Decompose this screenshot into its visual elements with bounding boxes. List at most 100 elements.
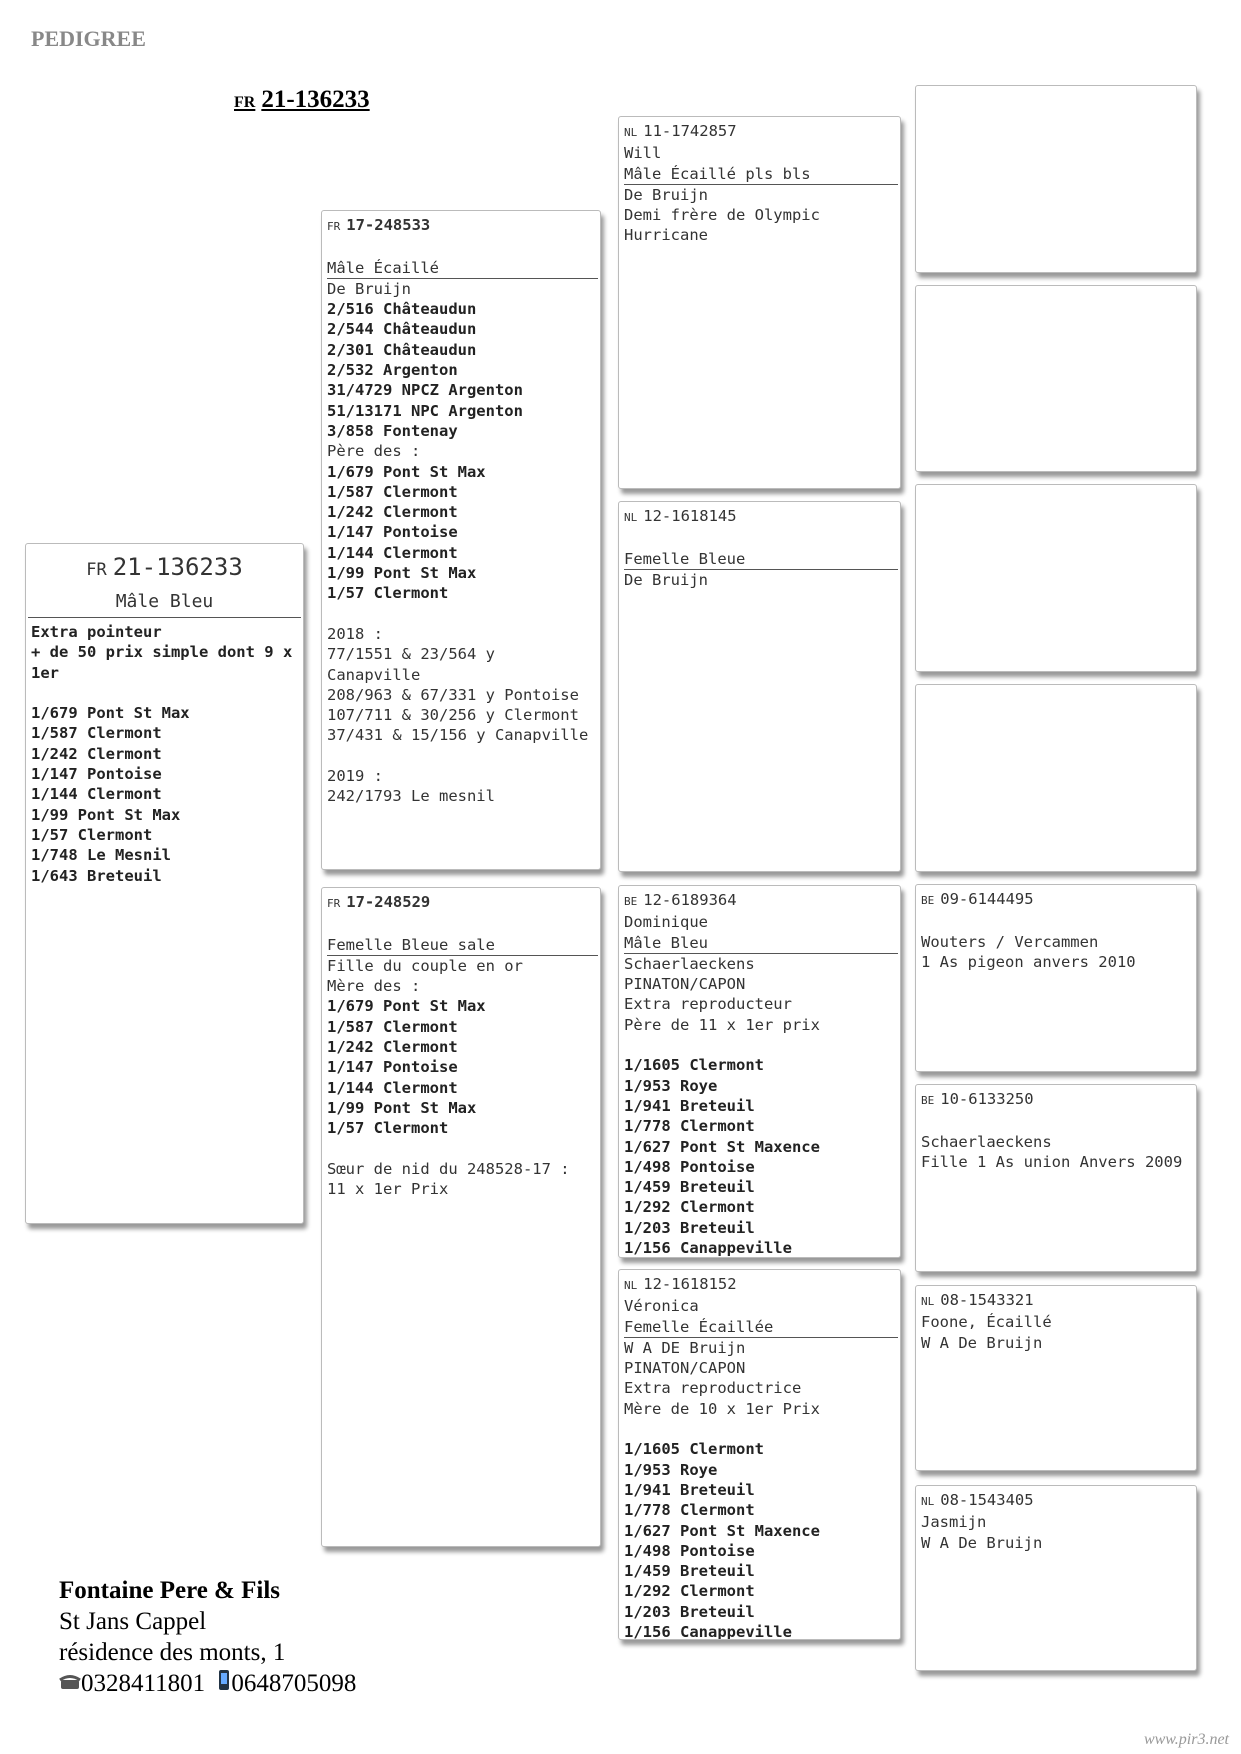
ring-number: 11-1742857	[643, 122, 737, 140]
sire-card: FR 17-248533 Mâle Écaillé De Bruijn 2/516 Ch…	[321, 210, 601, 870]
ring-number: 12-1618145	[643, 507, 737, 525]
result-line: 1/292 Clermont	[624, 1582, 755, 1601]
paragraph: W A De Bruijn	[921, 1333, 1191, 1353]
ring-line: NL 12-1618145	[624, 506, 895, 528]
result-line: 1/99 Pont St Max	[327, 564, 477, 583]
ring-prefix: BE	[921, 894, 935, 907]
text-line: De Bruijn	[624, 570, 708, 589]
result-line: 1/627 Pont St Maxence	[624, 1521, 820, 1540]
ring-number: 10-6133250	[940, 1090, 1034, 1108]
great-grandparent-card: NL 08-1543405 Jasmijn W A De Bruijn	[915, 1485, 1197, 1671]
text-line: Sœur de nid du 248528-17 : 11 x 1er Prix	[327, 1159, 570, 1199]
paragraph: 2019 :242/1793 Le mesnil	[327, 766, 595, 807]
ring-number: 08-1543405	[940, 1491, 1034, 1509]
result-line: Extra pointeur	[31, 623, 162, 641]
paragraph: De Bruijn	[624, 570, 895, 590]
text-line: PINATON/CAPON	[624, 975, 746, 994]
result-line: 1/498 Pontoise	[624, 1157, 755, 1176]
ring-prefix: NL	[921, 1295, 935, 1308]
ring-line: NL 08-1543321	[921, 1290, 1191, 1312]
result-line: 1/498 Pontoise	[624, 1541, 755, 1560]
text-line: Wouters / Vercammen	[921, 932, 1099, 951]
pigeon-name: Jasmijn	[921, 1513, 987, 1532]
result-line: + de 50 prix simple dont 9 x 1er	[31, 643, 293, 682]
text-line: Extra reproducteur	[624, 995, 792, 1014]
result-line: 1/587 Clermont	[31, 724, 162, 743]
result-line: 1/57 Clermont	[327, 1119, 449, 1138]
text-line: 107/711 & 30/256 y Clermont	[327, 706, 579, 725]
result-line: 1/144 Clermont	[327, 1078, 458, 1097]
result-line: 1/459 Breteuil	[624, 1562, 755, 1581]
subject-card: FR 21-136233 Mâle Bleu Extra pointeur + de 5…	[25, 543, 304, 1224]
grandparent-card: NL 11-1742857 Will Mâle Écaillé pls bls De B…	[618, 116, 901, 489]
result-line: 1/203 Breteuil	[624, 1602, 755, 1621]
ring-prefix: NL	[624, 511, 638, 524]
description: Mâle Écaillé	[327, 258, 598, 279]
ring-prefix: NL	[624, 126, 638, 139]
result-line: 1/748 Le Mesnil	[31, 846, 171, 865]
ring-line: NL 08-1543405	[921, 1490, 1191, 1512]
text-line: W A De Bruijn	[921, 1333, 1043, 1352]
paragraph: 1/1605 Clermont 1/953 Roye 1/941 Breteuil 1…	[624, 1439, 895, 1639]
ring-line: FR 21-136233	[31, 550, 298, 587]
text-line: Schaerlaeckens	[624, 954, 755, 973]
description: Femelle Écaillée	[624, 1317, 898, 1338]
result-line: 1/587 Clermont	[327, 1017, 458, 1036]
result-line: 1/144 Clermont	[31, 785, 162, 804]
result-line: 1/57 Clermont	[31, 825, 153, 844]
result-line: 1/242 Clermont	[327, 1038, 458, 1057]
text-line: W A DE Bruijn	[624, 1338, 746, 1357]
result-line: 1/292 Clermont	[624, 1198, 755, 1217]
result-line: 1/144 Clermont	[327, 543, 458, 562]
ring-line: BE 10-6133250	[921, 1089, 1191, 1111]
text-line: 1 As pigeon anvers 2010	[921, 952, 1136, 971]
ring-number: 21-136233	[112, 553, 243, 581]
ring-prefix: NL	[624, 1279, 638, 1292]
pigeon-name: Foone, Écaillé	[921, 1313, 1052, 1332]
result-line: 2/516 Châteaudun	[327, 300, 477, 319]
text-line: Mère de 10 x 1er Prix	[624, 1399, 820, 1418]
result-line: 1/627 Pont St Maxence	[624, 1137, 820, 1156]
result-line: 3/858 Fontenay	[327, 421, 458, 440]
text-line: 77/1551 & 23/564 y Canapville	[327, 645, 495, 684]
great-grandparent-card: NL 08-1543321 Foone, Écaillé W A De Bruijn	[915, 1285, 1197, 1471]
result-line: 1/941 Breteuil	[624, 1096, 755, 1115]
breeder-info: Fontaine Pere & Fils St Jans Cappel rési…	[59, 1575, 356, 1699]
result-line: 1/1605 Clermont	[624, 1440, 764, 1459]
text-line: 208/963 & 67/331 y Pontoise	[327, 685, 579, 704]
description: Femelle Bleue sale	[327, 935, 598, 956]
blank-line	[921, 1111, 1191, 1131]
text-line: Père de 11 x 1er prix	[624, 1015, 820, 1034]
blank-line	[327, 237, 595, 257]
paragraph: Schaerlaeckens PINATON/CAPON Extra reprodu…	[624, 954, 895, 1035]
result-line: 1/778 Clermont	[624, 1117, 755, 1136]
text-line: 2018 :	[327, 624, 383, 643]
ring-prefix: FR	[234, 94, 256, 111]
result-line: 51/13171 NPC Argenton	[327, 401, 523, 420]
result-line: 1/679 Pont St Max	[31, 704, 190, 723]
town: St Jans Cappel	[59, 1608, 207, 1635]
great-grandparent-card: BE 10-6133250 Schaerlaeckens Fille 1 As uni…	[915, 1084, 1197, 1272]
paragraph: 1/679 Pont St Max 1/587 Clermont 1/242 Cle…	[31, 703, 298, 886]
paragraph: Wouters / Vercammen 1 As pigeon anvers 20…	[921, 932, 1191, 973]
description: Mâle Écaillé pls bls	[624, 164, 898, 185]
result-line: 1/147 Pontoise	[31, 765, 162, 784]
paragraph: De Bruijn 2/516 Châteaudun 2/544 Châteaudu…	[327, 279, 595, 604]
watermark: www.pir3.net	[1143, 1731, 1229, 1748]
paragraph: W A DE Bruijn PINATON/CAPON Extra reproduc…	[624, 1338, 895, 1419]
grandparent-card: NL 12-1618152 Véronica Femelle Écaillée W A …	[618, 1269, 901, 1640]
result-line: 1/679 Pont St Max	[327, 462, 486, 481]
result-line: 1/778 Clermont	[624, 1501, 755, 1520]
address: résidence des monts, 1	[59, 1639, 286, 1666]
text-line: W A De Bruijn	[921, 1533, 1043, 1552]
result-line: 1/242 Clermont	[327, 503, 458, 522]
paragraph: 1/1605 Clermont 1/953 Roye 1/941 Breteuil 1…	[624, 1055, 895, 1257]
pedigree-title: FR 21-136233	[234, 86, 370, 114]
text-line: 2019 :	[327, 767, 383, 786]
description: Femelle Bleue	[624, 549, 898, 570]
ring-number: 09-6144495	[940, 890, 1034, 908]
page-title: PEDIGREE	[31, 26, 146, 51]
ring-line: BE 09-6144495	[921, 889, 1191, 911]
result-line: 1/147 Pontoise	[327, 523, 458, 542]
